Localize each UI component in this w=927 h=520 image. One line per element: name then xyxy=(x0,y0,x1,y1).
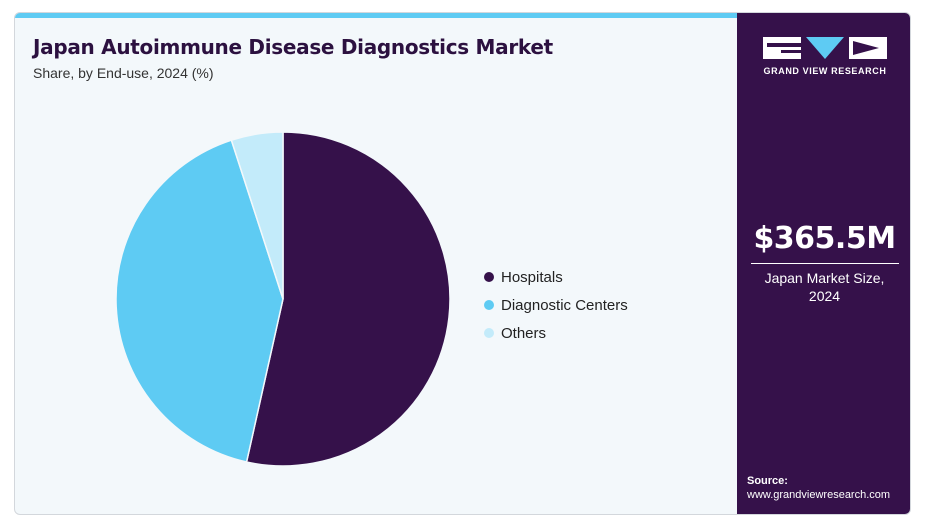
pie-svg xyxy=(115,131,451,467)
logo-g-icon xyxy=(763,37,801,59)
legend-dot-icon xyxy=(484,300,494,310)
source-note: Source: www.grandviewresearch.com xyxy=(747,474,890,502)
sidebar-panel: GRAND VIEW RESEARCH $365.5M Japan Market… xyxy=(737,13,910,514)
pie-slice-diagnostic-centers xyxy=(115,139,284,463)
chart-title: Japan Autoimmune Disease Diagnostics Mar… xyxy=(33,35,553,59)
legend-label: Diagnostic Centers xyxy=(501,296,628,314)
legend-label: Hospitals xyxy=(501,268,563,286)
legend-item-others: Others xyxy=(484,319,628,347)
legend-dot-icon xyxy=(484,328,494,338)
source-title: Source: xyxy=(747,475,788,487)
market-divider xyxy=(751,263,899,264)
logo-r-icon xyxy=(849,37,887,59)
logo-v-icon xyxy=(806,37,844,59)
top-accent-bar xyxy=(15,13,737,18)
chart-subtitle: Share, by End-use, 2024 (%) xyxy=(33,65,214,81)
logo-marks xyxy=(763,37,887,59)
legend-item-hospitals: Hospitals xyxy=(484,263,628,291)
market-size-value: $365.5M xyxy=(753,221,896,256)
legend-item-diagnostic-centers: Diagnostic Centers xyxy=(484,291,628,319)
source-url: www.grandviewresearch.com xyxy=(747,489,891,501)
pie-slice-hospitals xyxy=(245,131,451,467)
legend-dot-icon xyxy=(484,272,494,282)
market-label-line2: 2024 xyxy=(808,288,841,304)
chart-legend: Hospitals Diagnostic Centers Others xyxy=(484,263,628,347)
legend-label: Others xyxy=(501,324,547,342)
brand-logo: GRAND VIEW RESEARCH xyxy=(763,37,887,76)
chart-card: Japan Autoimmune Disease Diagnostics Mar… xyxy=(14,12,911,515)
pie-slice-others xyxy=(230,131,284,300)
logo-text: GRAND VIEW RESEARCH xyxy=(763,66,887,76)
pie-chart xyxy=(113,129,453,469)
market-label-line1: Japan Market Size, xyxy=(764,270,885,286)
market-size-label: Japan Market Size, 2024 xyxy=(737,269,910,305)
